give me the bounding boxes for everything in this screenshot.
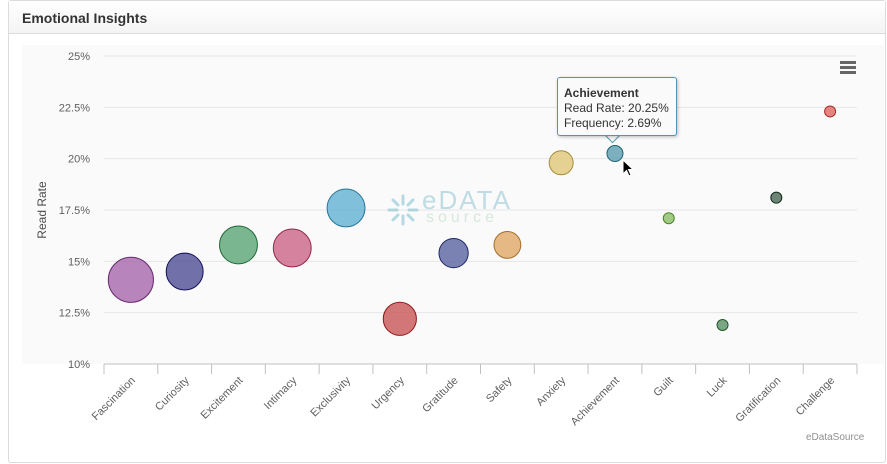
y-tick-label: 20%: [68, 154, 90, 166]
panel-header: Emotional Insights: [9, 1, 885, 34]
x-tick-label: Safety: [484, 374, 515, 405]
x-tick-label: Challenge: [794, 375, 838, 419]
x-tick-label: Gratification: [733, 375, 783, 425]
mouse-pointer-icon: [622, 159, 635, 177]
y-tick-label: 25%: [68, 51, 90, 63]
chart-tooltip: Achievement Read Rate: 20.25% Frequency:…: [557, 77, 677, 136]
bubble-gratification[interactable]: [770, 191, 783, 204]
x-tick-label: Luck: [705, 374, 730, 399]
y-tick-label: 15%: [68, 256, 90, 268]
bubble-challenge[interactable]: [824, 105, 837, 118]
bubble-achievement[interactable]: [606, 145, 624, 163]
bubble-curiosity[interactable]: [165, 252, 204, 291]
bubble-urgency[interactable]: [382, 301, 417, 336]
bubble-intimacy[interactable]: [272, 228, 312, 268]
x-tick-label: Anxiety: [534, 374, 568, 408]
bubble-anxiety[interactable]: [548, 150, 574, 176]
edatasource-watermark-logo: eDATA source: [386, 185, 516, 233]
bubble-safety[interactable]: [493, 231, 522, 259]
x-tick-label: Guilt: [651, 375, 675, 399]
y-tick-label: 22.5%: [59, 102, 90, 114]
x-tick-label: Curiosity: [153, 374, 192, 413]
x-tick-label: Intimacy: [262, 374, 300, 412]
chart-menu-button[interactable]: [833, 54, 859, 80]
x-tick-label: Urgency: [369, 374, 407, 412]
x-tick-label: Gratitude: [420, 375, 460, 415]
bubble-fascination[interactable]: [107, 256, 154, 303]
tooltip-read-rate: Read Rate: 20.25%: [564, 101, 669, 115]
bubble-gratitude[interactable]: [438, 238, 469, 269]
tooltip-title: Achievement: [564, 86, 639, 100]
plot-background: [22, 45, 884, 364]
hamburger-menu-icon: [840, 61, 856, 64]
x-tick-label: Excitement: [199, 375, 246, 422]
tooltip-frequency: Frequency: 2.69%: [564, 116, 662, 130]
bubble-luck[interactable]: [716, 318, 729, 331]
y-axis-title: Read Rate: [35, 181, 49, 239]
watermark-line-1: eDATA: [422, 185, 512, 215]
watermark-star-icon: [387, 194, 419, 226]
x-tick-label: Fascination: [90, 375, 138, 423]
bubble-exclusivity[interactable]: [326, 188, 366, 228]
chart-credit-link[interactable]: eDataSource: [806, 432, 865, 443]
y-tick-label: 12.5%: [59, 308, 90, 320]
bubble-guilt[interactable]: [662, 212, 675, 225]
bubble-excitement[interactable]: [219, 225, 258, 265]
y-tick-label: 10%: [68, 359, 90, 371]
y-tick-label: 17.5%: [59, 205, 90, 217]
x-tick-label: Achievement: [569, 375, 622, 428]
watermark-line-2: source: [426, 209, 499, 226]
panel-title: Emotional Insights: [22, 10, 148, 26]
x-tick-label: Exclusivity: [308, 374, 353, 419]
